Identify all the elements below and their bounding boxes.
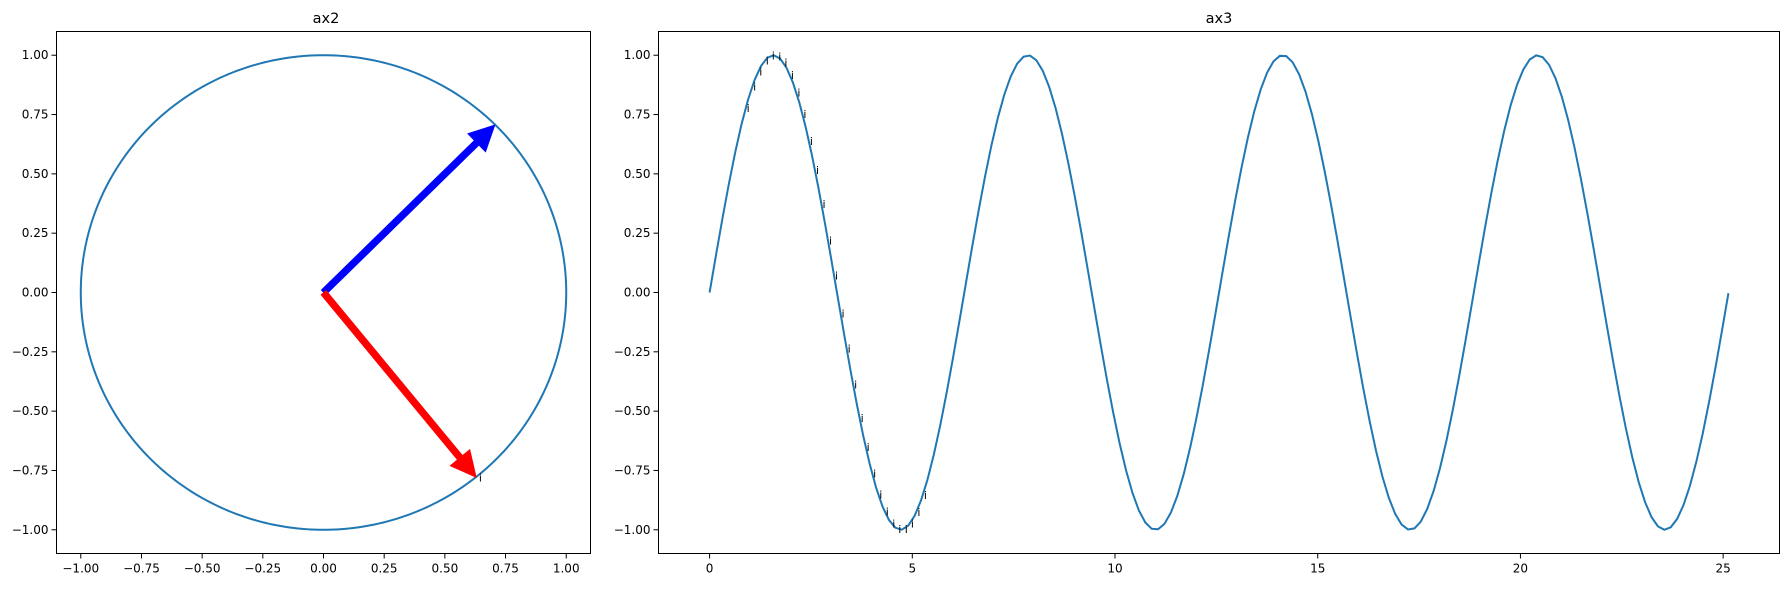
ax3-annotation: i [778,50,781,63]
ax2-arrow-shape [320,124,496,296]
ax2-arrow-red [320,289,477,479]
ax3-x-axis: 0 5 10 15 20 25 [706,553,1731,576]
ax3-annotation: i [784,57,787,70]
ax3-y-axis: −1.00 −0.75 −0.50 −0.25 0.00 0.25 0.50 0.75 1.00 [614,48,659,537]
ax3-annotation: i [822,198,825,211]
ax2-ytick-label: 0.75 [22,108,49,122]
ax2-xtick-label: −1.00 [62,562,99,576]
ax3-annotation: i [810,135,813,148]
ax2-ytick-label: −0.50 [12,404,49,418]
ax2-y-axis: −1.00 −0.75 −0.50 −0.25 0.00 0.25 0.50 0.75 1.00 [12,48,57,537]
ax2-xtick-label: 0.75 [492,562,519,576]
ax3-xtick-label: 5 [908,562,916,576]
ax3-annotation: i [911,518,914,531]
ax2-xtick-label: 0.00 [310,562,337,576]
ax3-annotation: i [747,102,750,115]
ax3-annotation: i [898,523,901,536]
ax3-annotation: i [842,307,845,320]
ax3-ytick-label: 0.50 [624,167,651,181]
ax2-circle-line [79,54,568,531]
ax3-annotation: i [917,506,920,519]
ax3-annotation: i [848,343,851,356]
ax3-annotation: i [835,270,838,283]
ax3-annotation: i [905,523,908,536]
ax2-ytick-label: −0.75 [12,463,49,477]
ax3-ytick-label: −0.75 [614,463,651,477]
ax3-annotation: i [854,379,857,392]
ax2-plot-area: i [79,54,568,531]
ax3-annotation: i [886,506,889,519]
ax2-ytick-label: 0.00 [22,286,49,300]
ax2-xtick-label: 1.00 [553,562,580,576]
ax3-ytick-label: 0.25 [624,226,651,240]
ax2-xtick-label: −0.75 [123,562,160,576]
ax3-xtick-label: 15 [1310,562,1325,576]
ax2-arrow-shape [320,289,477,479]
ax2-xtick-label: 0.50 [432,562,459,576]
ax3-ytick-label: 0.75 [624,108,651,122]
ax3-annotation: i [879,488,882,501]
ax3-sine-line [708,54,1730,531]
ax3-annotation: i [816,164,819,177]
ax3-xtick-label: 20 [1513,562,1528,576]
ax3-xtick-label: 25 [1716,562,1731,576]
ax2-annotation: i [479,472,482,485]
ax2-x-axis: −1.00 −0.75 −0.50 −0.25 0.00 0.25 0.50 0.75 1.00 [62,553,580,576]
ax2-arrow-blue [320,124,496,296]
ax3-xtick-label: 10 [1107,562,1122,576]
ax2-ytick-label: −1.00 [12,523,49,537]
ax2-ytick-label: 0.50 [22,167,49,181]
ax2-ytick-label: −0.25 [12,345,49,359]
ax3-title: ax3 [1206,11,1233,27]
ax3-annotation: i [766,54,769,67]
ax3-annotation: i [797,87,800,100]
ax3-annotation: i [873,468,876,481]
ax3-annotation: i [829,234,832,247]
ax2-title: ax2 [313,11,340,27]
ax3-annotation: i [791,69,794,82]
ax3-annotation: i [759,65,762,78]
ax3-annotation: i [892,517,895,530]
ax3-annotation: i [861,412,864,425]
ax3-ytick-label: 1.00 [624,48,651,62]
ax3-ytick-label: −0.25 [614,345,651,359]
ax3-ytick-label: 0.00 [624,286,651,300]
ax2-ytick-label: 0.25 [22,226,49,240]
ax2-xtick-label: 0.25 [371,562,398,576]
ax3-annotation: i [867,441,870,454]
ax2-xtick-label: −0.25 [244,562,281,576]
ax3-ytick-label: −1.00 [614,523,651,537]
ax3-xtick-label: 0 [706,562,714,576]
ax3-ytick-label: −0.50 [614,404,651,418]
ax2-panel: ax2 i −1.00 −0.75 −0.50 −0.25 0.00 0.25 0.50 0.… [12,11,591,576]
ax2-xtick-label: −0.50 [184,562,221,576]
ax2-ytick-label: 1.00 [22,48,49,62]
ax3-annotation: i [772,50,775,63]
ax3-annotation: i [924,489,927,502]
ax3-annotation: i [753,81,756,94]
ax3-annotation: i [803,108,806,121]
